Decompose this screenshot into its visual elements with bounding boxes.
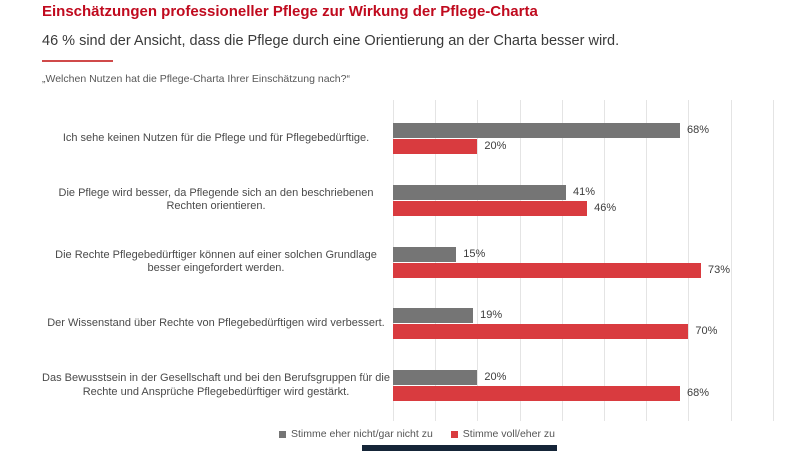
red-bar [393,139,478,154]
legend-label-gray: Stimme eher nicht/gar nicht zu [290,428,433,440]
footer-bar [362,445,557,451]
legend-entry-red: Stimme voll/eher zu [450,428,555,440]
red-bar [393,324,689,340]
page-subtitle: 46 % sind der Ansicht, dass die Pflege d… [42,33,620,49]
red-bar [393,262,702,278]
value-label: 41% [573,185,596,198]
gray-bar [393,184,567,200]
gray-bar [393,123,680,138]
legend-entry-gray: Stimme eher nicht/gar nicht zu [278,428,433,440]
gray-series-swatch-icon [278,430,286,438]
gridline [477,100,479,421]
survey-question: „Welchen Nutzen hat die Pflege-Charta Ih… [42,73,350,85]
category-label: Die Rechte Pflegebedürftiger können auf … [55,248,377,275]
gray-bar [393,246,457,262]
category-label: Das Bewusstsein in der Gesellschaft und … [42,372,390,398]
legend-label-red: Stimme voll/eher zu [462,428,555,440]
gray-bar [393,370,478,385]
value-label: 68% [686,387,709,399]
category-label: Ich sehe keinen Nutzen für die Pflege un… [62,131,370,144]
value-label: 46% [594,201,617,214]
gridline [772,100,774,421]
accent-divider [42,60,113,62]
red-bar [393,200,588,216]
value-label: 15% [463,247,486,260]
red-bar [393,386,680,401]
page-title: Einschätzungen professioneller Pflege zu… [42,3,538,20]
category-label: Der Wissenstand über Rechte von Pflegebe… [47,317,385,329]
gridline [688,100,690,421]
gridline [730,100,732,421]
gridline [519,100,521,421]
red-series-swatch-icon [450,430,458,438]
value-label: 70% [695,325,718,338]
gridline [561,100,563,421]
value-label: 73% [708,263,731,276]
gray-bar [393,308,474,324]
value-label: 20% [484,140,507,152]
chart-legend: Stimme eher nicht/gar nicht zu Stimme vo… [34,428,800,440]
value-label: 68% [686,124,709,136]
value-label: 20% [484,371,507,383]
value-label: 19% [480,309,503,322]
category-label: Die Pflege wird besser, da Pflegende sic… [58,186,374,213]
gridline [646,100,648,421]
gridline [604,100,605,421]
